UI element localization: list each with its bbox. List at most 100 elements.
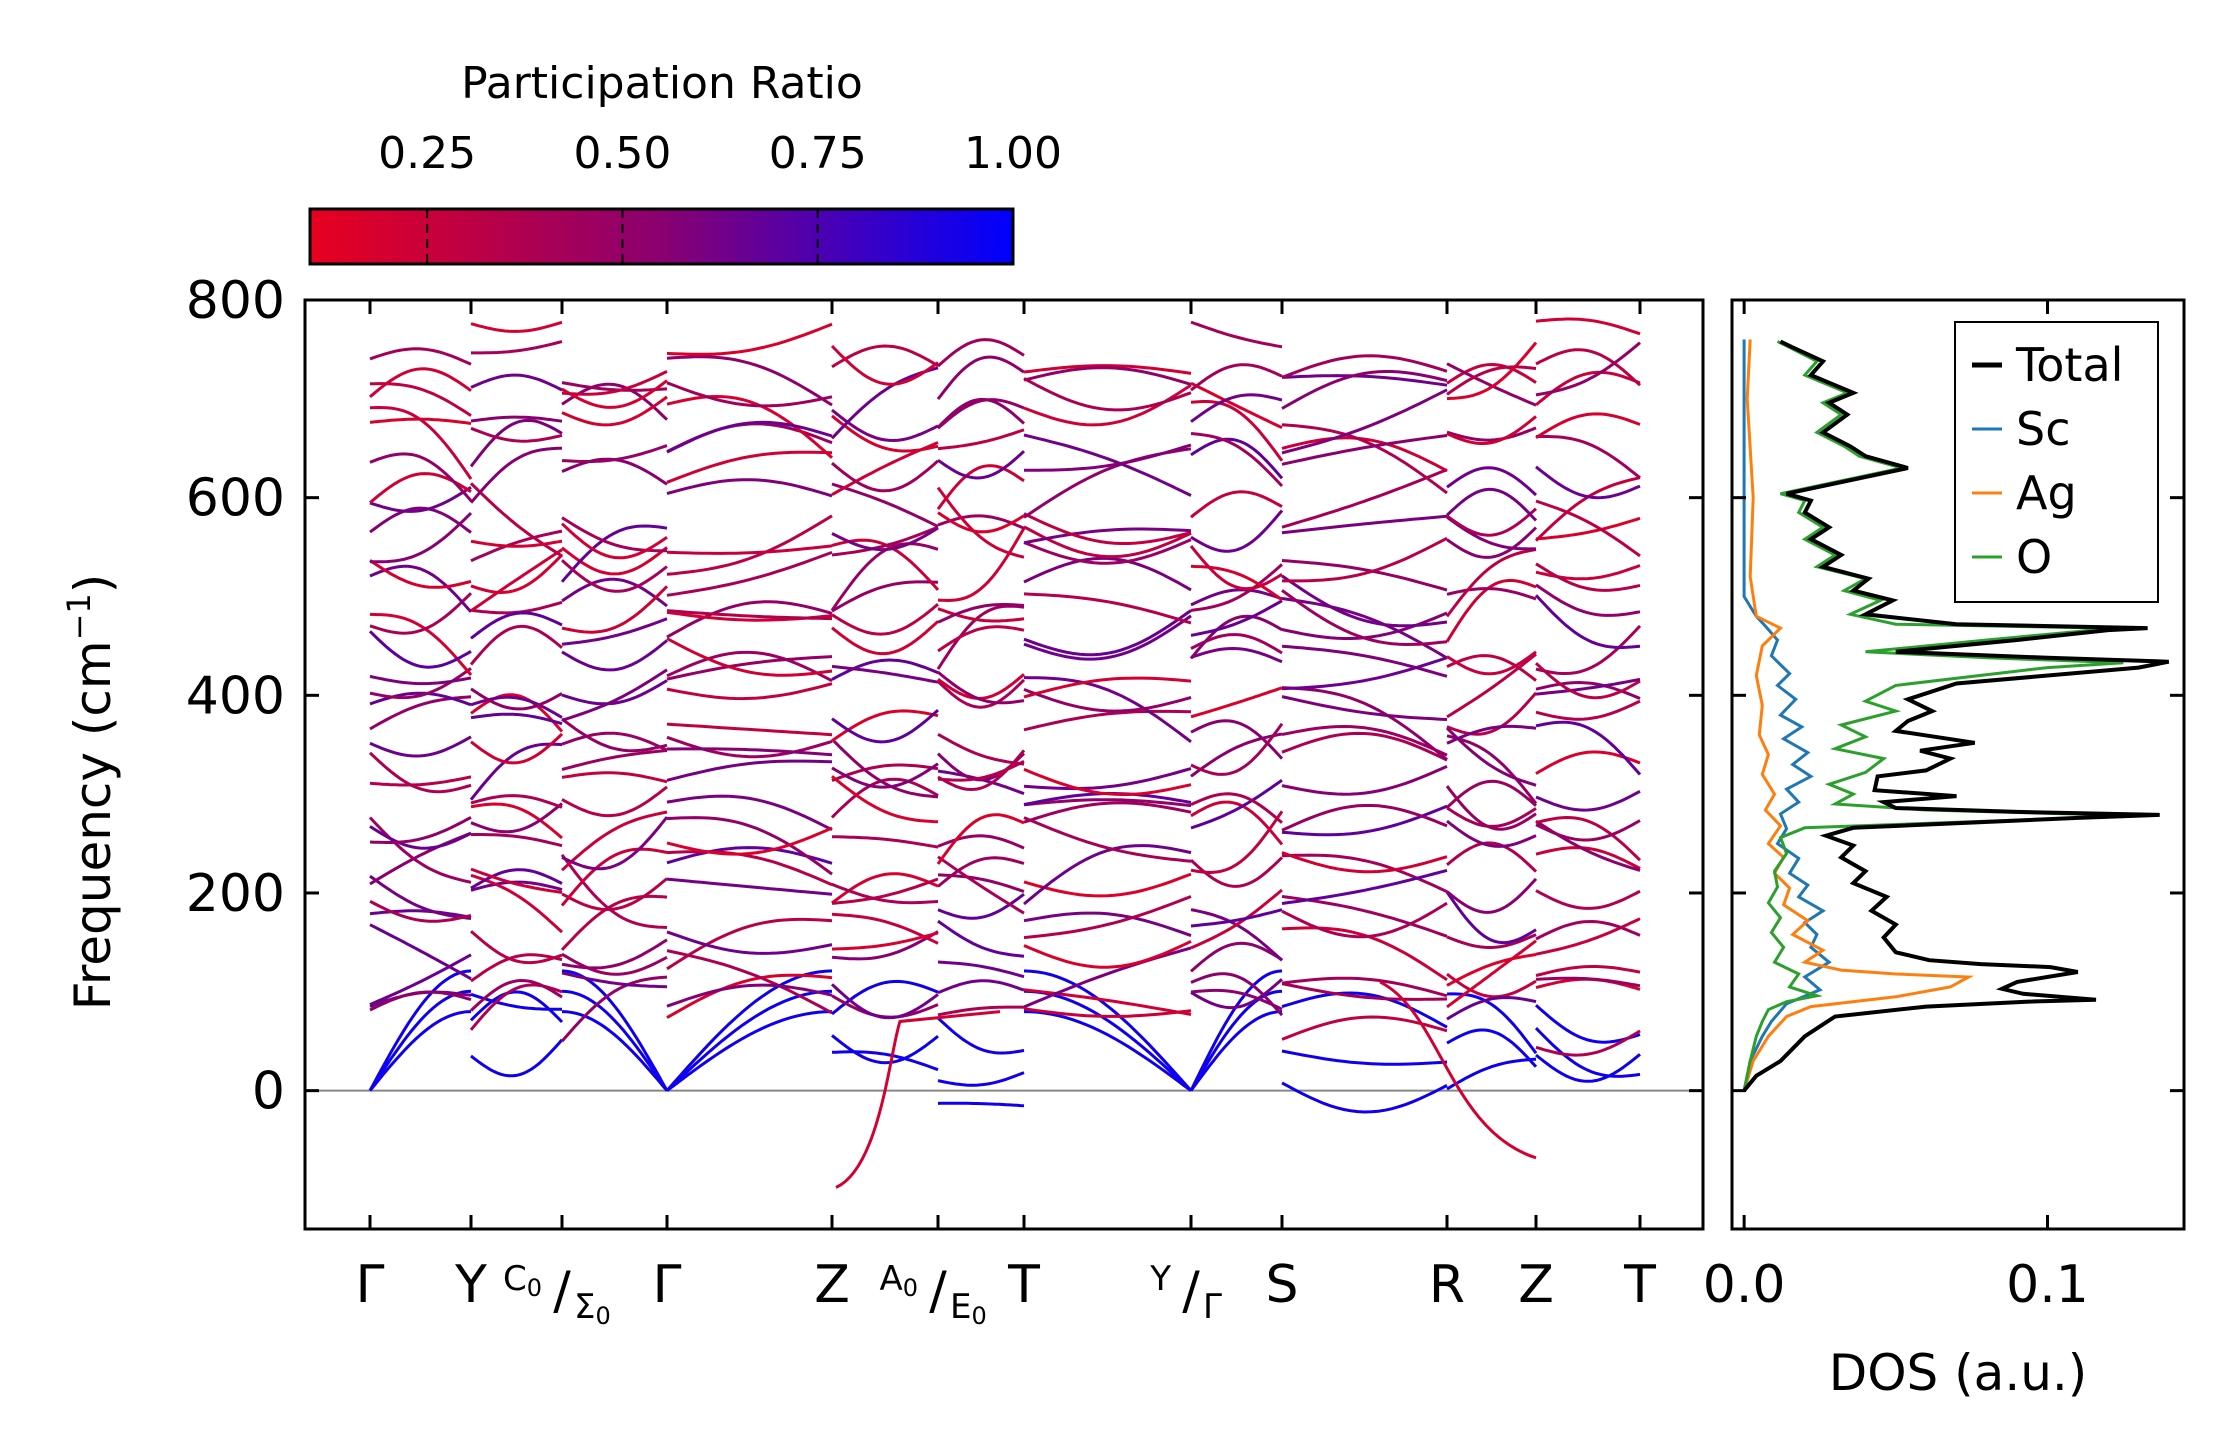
band-line <box>469 990 564 1024</box>
band-line <box>831 930 939 961</box>
band-line <box>1281 468 1448 529</box>
band-line <box>1446 365 1537 396</box>
band-line <box>1023 538 1192 565</box>
band-line <box>1190 988 1283 1011</box>
band-line <box>1281 804 1448 837</box>
colorbar-gradient <box>308 207 1015 266</box>
band-line <box>1281 514 1448 535</box>
band-line <box>937 603 1025 624</box>
band-line <box>1535 976 1641 988</box>
band-line <box>470 1038 564 1078</box>
band-line <box>470 802 563 840</box>
band-line <box>1023 527 1192 545</box>
y-tick-label: 400 <box>186 666 285 726</box>
band-line <box>1023 512 1192 545</box>
high-symmetry-label: T <box>1007 1255 1040 1315</box>
dos-panel: 0.0 0.1 DOS (a.u.) Total Sc Ag O <box>1703 298 2186 1402</box>
band-line <box>369 909 472 919</box>
band-line <box>666 394 833 459</box>
band-line <box>1446 466 1538 497</box>
legend-items: Total Sc Ag O <box>1972 338 2123 584</box>
band-line <box>470 548 563 613</box>
band-line <box>937 450 1026 480</box>
band-line <box>666 917 833 971</box>
band-line <box>1446 526 1538 559</box>
band-line <box>1023 1007 1192 1018</box>
band-line <box>1190 432 1284 488</box>
band-line <box>1024 443 1192 472</box>
band-line <box>1023 988 1192 1016</box>
band-line <box>1281 597 1448 660</box>
band-line <box>831 709 939 743</box>
band-line <box>830 777 939 819</box>
band-line <box>1023 377 1192 412</box>
band-line <box>1445 727 1537 787</box>
band-line <box>1446 653 1537 719</box>
band-line <box>470 600 563 615</box>
band-line <box>1446 650 1537 676</box>
band-line <box>936 678 1026 709</box>
band-line <box>1190 800 1284 846</box>
band-line <box>1535 677 1641 696</box>
label-bottom-sub: 0 <box>595 1302 610 1330</box>
band-line <box>561 559 668 593</box>
band-line <box>370 382 472 417</box>
band-line <box>1281 388 1448 455</box>
band-line <box>937 1101 1025 1108</box>
band-axes-frame <box>303 298 1705 1231</box>
band-line <box>470 833 563 848</box>
band-line <box>368 630 472 669</box>
band-line <box>370 512 473 564</box>
band-line <box>469 446 563 504</box>
band-line <box>1445 578 1537 643</box>
band-line <box>470 529 563 563</box>
band-line <box>470 320 563 333</box>
band-line <box>561 731 668 752</box>
band-line <box>937 511 1025 534</box>
band-line <box>470 695 563 719</box>
y-tick-label: 800 <box>186 271 285 331</box>
band-line <box>1190 599 1283 637</box>
band-line <box>666 600 833 639</box>
band-line <box>937 428 1025 451</box>
band-line <box>561 969 669 1092</box>
high-symmetry-label: Γ <box>356 1255 385 1315</box>
band-line <box>1023 1010 1192 1092</box>
band-line <box>1535 465 1641 500</box>
band-line <box>1281 589 1448 647</box>
band-line <box>1534 662 1641 700</box>
band-line <box>1534 1004 1641 1044</box>
band-line <box>1023 609 1192 657</box>
band-line <box>1281 731 1448 762</box>
band-line <box>666 722 833 737</box>
band-line <box>666 650 833 683</box>
band-line <box>666 609 833 621</box>
band-line <box>470 930 563 965</box>
band-line <box>1023 940 1192 969</box>
band-line <box>470 539 563 548</box>
band-line <box>369 592 473 635</box>
band-line <box>1281 644 1448 678</box>
band-line <box>1023 688 1192 713</box>
band-line <box>369 506 472 534</box>
band-line <box>561 938 668 970</box>
band-line <box>561 395 668 427</box>
band-line <box>937 979 1025 995</box>
dos-x-tick-label: 0.1 <box>2006 1255 2089 1315</box>
label-slash: / <box>1182 1261 1200 1321</box>
band-line <box>1190 686 1283 719</box>
colorbar-tick-label: 0.25 <box>378 128 476 179</box>
high-symmetry-composite-label: C0 /Σ0 <box>503 1259 611 1330</box>
band-line <box>1023 816 1192 863</box>
band-line <box>470 732 564 765</box>
band-line <box>937 625 1025 653</box>
band-line <box>1190 810 1284 875</box>
band-line <box>369 775 472 787</box>
band-line <box>469 624 563 666</box>
band-line <box>369 347 472 366</box>
band-line <box>665 989 833 1092</box>
band-line <box>1190 437 1284 480</box>
band-line <box>666 949 833 1015</box>
band-line <box>368 751 472 794</box>
band-line <box>1023 872 1192 898</box>
